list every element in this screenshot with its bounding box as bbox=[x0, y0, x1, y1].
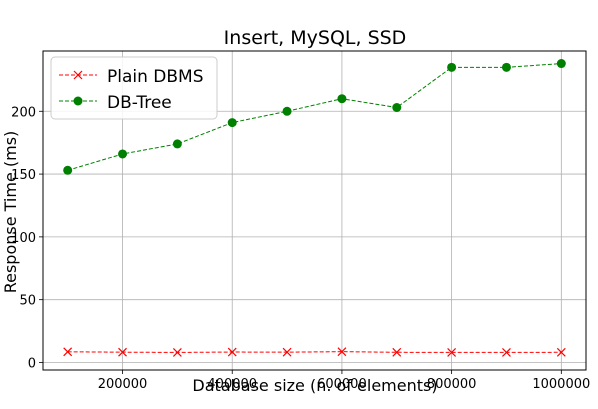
data-point bbox=[392, 347, 402, 357]
legend-marker bbox=[73, 96, 83, 106]
marker-stroke bbox=[73, 70, 83, 80]
series-line bbox=[67, 351, 562, 353]
y-tick-label: 100 bbox=[11, 231, 36, 246]
series-0 bbox=[63, 347, 566, 357]
plot-frame bbox=[42, 50, 587, 371]
data-point bbox=[172, 139, 182, 149]
chart-title: Insert, MySQL, SSD bbox=[224, 27, 407, 49]
data-point bbox=[337, 347, 347, 357]
data-point bbox=[392, 103, 402, 113]
x-tick-label: 1000000 bbox=[532, 377, 590, 392]
y-tick-label: 150 bbox=[11, 168, 36, 183]
axes bbox=[39, 50, 587, 374]
plot-series bbox=[63, 59, 566, 357]
x-axis-label: Database size (n. of elements) bbox=[192, 376, 437, 395]
x-tick-label: 800000 bbox=[427, 377, 477, 392]
tick-labels: 0 50 100 150 200 200000 400000 600000 800000 1000… bbox=[11, 105, 590, 392]
legend-label: DB-Tree bbox=[107, 93, 172, 113]
data-point bbox=[501, 62, 511, 72]
x-tick-label: 400000 bbox=[207, 377, 257, 392]
data-point bbox=[63, 165, 73, 175]
series-1 bbox=[63, 59, 566, 175]
data-point bbox=[556, 59, 566, 69]
y-tick-label: 0 bbox=[28, 356, 36, 371]
marker-stroke bbox=[172, 347, 182, 357]
x-tick-label: 600000 bbox=[317, 377, 367, 392]
data-point bbox=[337, 94, 347, 104]
marker-stroke bbox=[502, 347, 511, 357]
legend-label: Plain DBMS bbox=[107, 67, 204, 87]
marker-stroke bbox=[282, 347, 292, 357]
series-line bbox=[67, 63, 562, 171]
data-point bbox=[447, 347, 457, 357]
data-point bbox=[556, 347, 566, 357]
data-point bbox=[172, 347, 182, 357]
data-point bbox=[282, 347, 292, 357]
y-tick-label: 200 bbox=[11, 105, 36, 120]
marker-stroke bbox=[118, 347, 127, 357]
marker-stroke bbox=[337, 347, 347, 357]
data-point bbox=[447, 62, 457, 72]
data-point bbox=[118, 347, 127, 357]
y-axis-label: Response Time (ms) bbox=[1, 131, 20, 294]
data-point bbox=[502, 347, 511, 357]
y-tick-label: 50 bbox=[19, 294, 36, 309]
data-point bbox=[63, 347, 73, 357]
marker-stroke bbox=[392, 347, 402, 357]
data-point bbox=[118, 149, 128, 159]
legend-marker bbox=[73, 70, 83, 80]
marker-stroke bbox=[227, 347, 237, 357]
marker-stroke bbox=[63, 347, 73, 357]
data-point bbox=[227, 118, 237, 128]
data-point bbox=[227, 347, 237, 357]
x-tick-label: 200000 bbox=[98, 377, 148, 392]
legend-box bbox=[50, 56, 218, 120]
legend: Plain DBMS DB-Tree bbox=[50, 56, 218, 120]
marker-stroke bbox=[447, 347, 457, 357]
marker-stroke bbox=[556, 347, 566, 357]
data-point bbox=[282, 106, 292, 116]
